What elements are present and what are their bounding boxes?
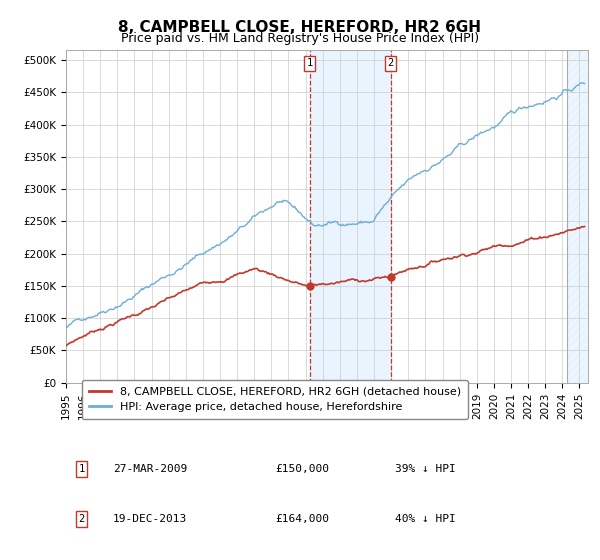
Text: Price paid vs. HM Land Registry's House Price Index (HPI): Price paid vs. HM Land Registry's House …: [121, 32, 479, 45]
Legend: 8, CAMPBELL CLOSE, HEREFORD, HR2 6GH (detached house), HPI: Average price, detac: 8, CAMPBELL CLOSE, HEREFORD, HR2 6GH (de…: [82, 380, 467, 419]
Bar: [568, 50, 588, 382]
Text: 2: 2: [79, 514, 85, 524]
Text: 2: 2: [388, 58, 394, 68]
Bar: [310, 50, 391, 382]
Text: 39% ↓ HPI: 39% ↓ HPI: [395, 464, 455, 474]
Text: 27-MAR-2009: 27-MAR-2009: [113, 464, 187, 474]
Text: £150,000: £150,000: [275, 464, 329, 474]
Text: 8, CAMPBELL CLOSE, HEREFORD, HR2 6GH: 8, CAMPBELL CLOSE, HEREFORD, HR2 6GH: [119, 20, 482, 35]
Text: 1: 1: [79, 464, 85, 474]
Text: 1: 1: [307, 58, 313, 68]
Text: 19-DEC-2013: 19-DEC-2013: [113, 514, 187, 524]
Text: 40% ↓ HPI: 40% ↓ HPI: [395, 514, 455, 524]
Text: £164,000: £164,000: [275, 514, 329, 524]
